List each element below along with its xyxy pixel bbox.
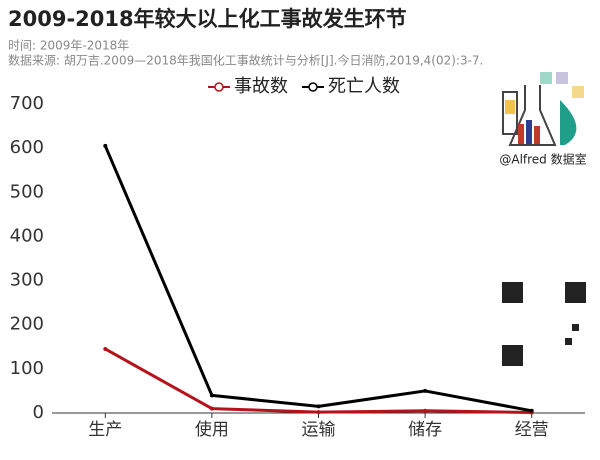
qr-cell: [572, 282, 579, 289]
qr-cell: [579, 282, 586, 289]
x-tick-label: 经营: [515, 420, 549, 440]
qr-cell: [565, 289, 572, 296]
series-line: [103, 145, 532, 413]
qr-cell: [579, 289, 586, 296]
y-tick-label: 500: [10, 181, 44, 202]
qr-cell: [502, 359, 509, 366]
qr-cell: [509, 345, 516, 352]
data-point: [316, 410, 321, 415]
qr-cell: [516, 296, 523, 303]
logo-caption: @Alfred 数据室: [499, 152, 586, 167]
legend-label: 死亡人数: [328, 76, 400, 97]
logo: [502, 72, 584, 146]
data-point: [209, 406, 214, 411]
x-tick-label: 使用: [195, 419, 229, 440]
qr-cell: [516, 289, 523, 296]
legend-marker: [214, 82, 224, 92]
y-tick-label: 700: [10, 93, 44, 114]
y-tick-label: 400: [10, 225, 44, 246]
qr-cell: [579, 296, 586, 303]
qr-cell: [565, 338, 572, 345]
qr-cell: [516, 359, 523, 366]
qr-cell: [572, 324, 579, 331]
data-point: [529, 408, 534, 413]
subtitle: 数据来源: 胡万吉.2009—2018年我国化工事故统计与分析[J].今日消防,…: [8, 53, 483, 68]
qr-cell: [502, 352, 509, 359]
data-point: [423, 408, 428, 413]
qr-cell: [502, 282, 509, 289]
qr-cell: [565, 282, 572, 289]
qr-cell: [572, 289, 579, 296]
qr-cell: [516, 282, 523, 289]
data-point: [103, 143, 108, 148]
qr-cell: [509, 359, 516, 366]
data-point: [209, 393, 214, 398]
x-tick-label: 储存: [408, 420, 442, 440]
chart-title: 2009-2018年较大以上化工事故发生环节: [8, 7, 407, 31]
y-tick-label: 300: [10, 270, 44, 291]
data-point: [316, 404, 321, 409]
qr-cell: [509, 352, 516, 359]
legend-label: 事故数: [234, 76, 288, 97]
qr-cell: [502, 296, 509, 303]
y-tick-label: 0: [33, 402, 44, 423]
y-tick-label: 100: [10, 358, 44, 379]
qr-code: [502, 282, 586, 366]
qr-cell: [565, 296, 572, 303]
x-tick-label: 运输: [302, 420, 336, 440]
qr-cell: [509, 282, 516, 289]
y-tick-label: 200: [10, 314, 44, 335]
qr-cell: [572, 296, 579, 303]
subtitle: 时间: 2009年-2018年: [8, 39, 129, 53]
qr-cell: [509, 289, 516, 296]
qr-cell: [516, 345, 523, 352]
data-point: [103, 346, 108, 351]
data-point: [423, 388, 428, 393]
qr-cell: [509, 296, 516, 303]
qr-cell: [516, 352, 523, 359]
qr-cell: [502, 345, 509, 352]
y-tick-label: 600: [10, 137, 44, 158]
legend-marker: [308, 82, 318, 92]
series-line: [104, 347, 532, 415]
x-tick-label: 生产: [88, 420, 122, 440]
qr-cell: [502, 289, 509, 296]
